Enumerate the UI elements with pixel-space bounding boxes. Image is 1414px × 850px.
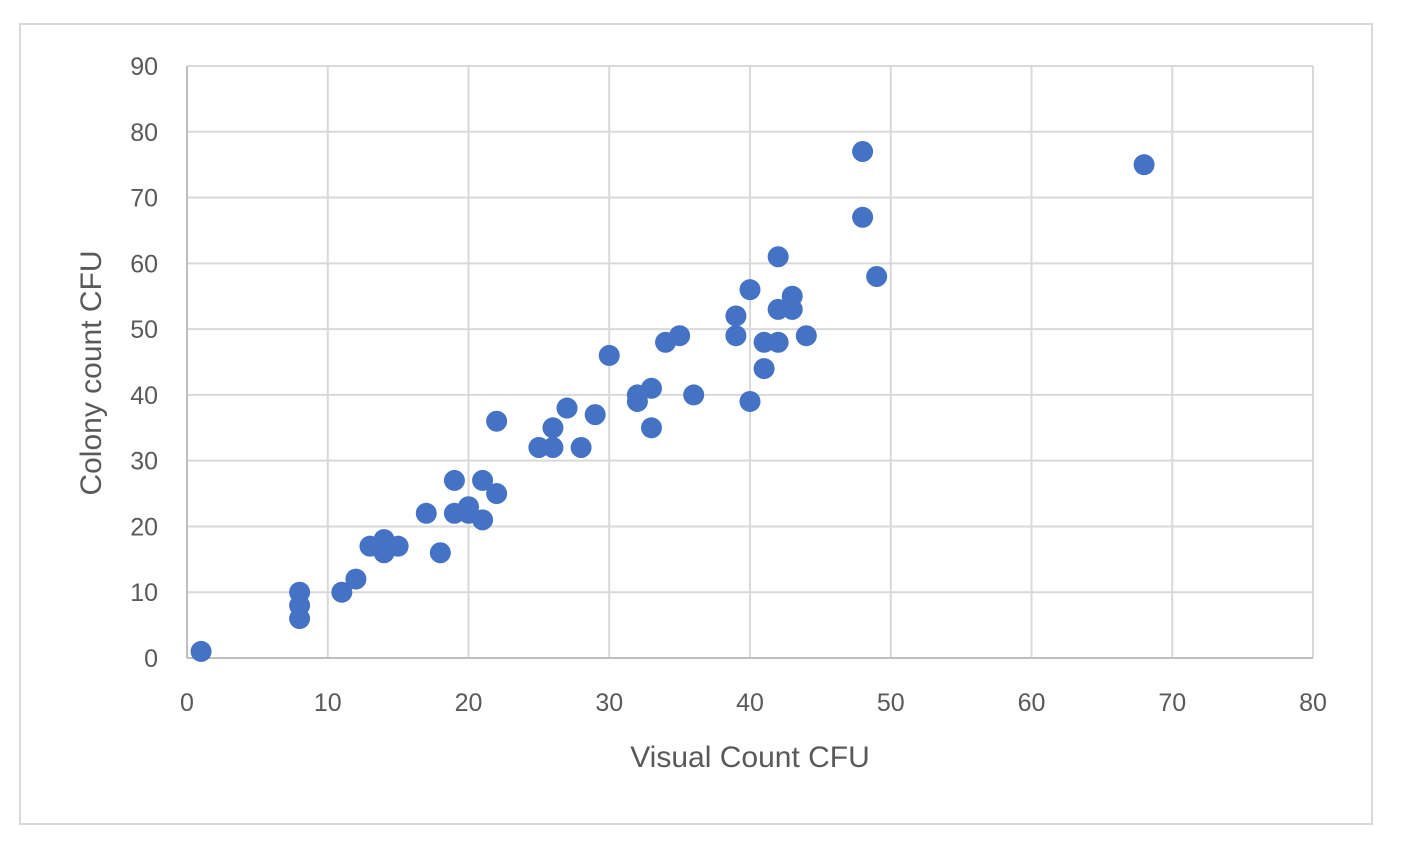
data-points: [190, 141, 1155, 662]
data-point: [626, 390, 648, 412]
data-point: [486, 483, 508, 505]
data-point: [472, 509, 494, 531]
axes: [186, 66, 1313, 659]
y-tick-label: 50: [130, 316, 158, 344]
data-point: [429, 542, 451, 564]
data-point: [486, 410, 508, 432]
x-tick-label: 80: [1299, 689, 1327, 717]
data-point: [739, 390, 761, 412]
gridlines: [187, 65, 1314, 658]
y-tick-label: 70: [130, 185, 158, 213]
x-tick-label: 40: [736, 689, 764, 717]
data-point: [1133, 154, 1155, 176]
data-point: [852, 141, 874, 163]
y-tick-label: 30: [130, 448, 158, 476]
data-point: [570, 437, 592, 459]
data-point: [795, 325, 817, 347]
x-tick-label: 0: [180, 689, 194, 717]
x-tick-label: 20: [455, 689, 483, 717]
y-tick-label: 20: [130, 513, 158, 541]
data-point: [866, 265, 888, 287]
scatter-plot: 0 10 20 30 40 50 60 70 80 90 0 10 20 30 40 50 60 70 80 Vi…: [75, 53, 1327, 774]
data-point: [542, 437, 564, 459]
data-point: [640, 377, 662, 399]
data-point: [387, 535, 409, 557]
y-tick-labels: 0 10 20 30 40 50 60 70 80 90: [130, 53, 158, 673]
data-point: [753, 358, 775, 380]
data-point: [415, 502, 437, 524]
data-point: [781, 298, 803, 320]
x-tick-labels: 0 10 20 30 40 50 60 70 80: [180, 689, 1327, 717]
data-point: [725, 305, 747, 327]
data-point: [739, 279, 761, 301]
data-point: [289, 608, 311, 630]
data-point: [542, 417, 564, 439]
data-point: [584, 404, 606, 426]
data-point: [556, 397, 578, 419]
x-axis-title: Visual Count CFU: [630, 741, 870, 774]
data-point: [767, 331, 789, 353]
y-tick-label: 90: [130, 53, 158, 81]
x-tick-label: 50: [877, 689, 905, 717]
x-tick-label: 60: [1018, 689, 1046, 717]
y-axis-title: Colony count CFU: [75, 250, 108, 495]
data-point: [345, 568, 367, 590]
data-point: [640, 417, 662, 439]
data-point: [767, 246, 789, 268]
data-point: [443, 469, 465, 491]
data-point: [725, 325, 747, 347]
x-tick-label: 10: [314, 689, 342, 717]
chart-area: 0 10 20 30 40 50 60 70 80 90 0 10 20 30 40 50 60 70 80 Vi…: [19, 23, 1373, 825]
x-tick-label: 70: [1158, 689, 1186, 717]
y-tick-label: 80: [130, 119, 158, 147]
data-point: [683, 384, 705, 406]
y-tick-label: 60: [130, 250, 158, 278]
y-tick-label: 10: [130, 579, 158, 607]
data-point: [331, 581, 353, 603]
data-point: [598, 344, 620, 366]
y-tick-label: 0: [144, 645, 158, 673]
data-point: [190, 640, 212, 662]
data-point: [669, 325, 691, 347]
data-point: [852, 206, 874, 228]
data-point: [472, 469, 494, 491]
y-tick-label: 40: [130, 382, 158, 410]
x-tick-label: 30: [595, 689, 623, 717]
